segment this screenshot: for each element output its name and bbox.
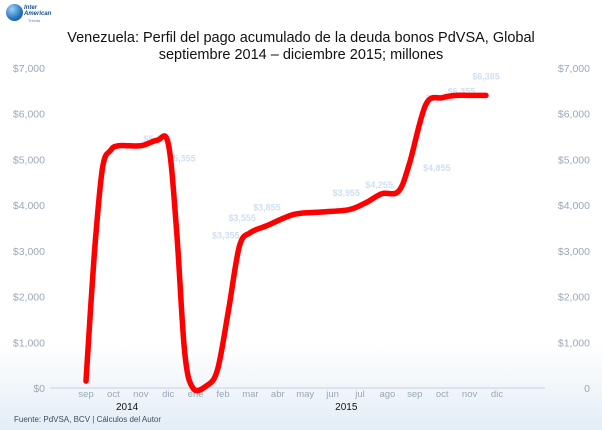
chart-title-line2: septiembre 2014 – diciembre 2015; millon… xyxy=(158,47,444,63)
y-tick-label-right: $4,000 xyxy=(558,200,590,212)
x-tick-label: dic xyxy=(491,389,503,400)
y-tick-label-left: $6,000 xyxy=(13,109,45,121)
data-label: $6,385 xyxy=(472,71,500,81)
data-label: $3,555 xyxy=(228,213,256,223)
x-tick-label: ago xyxy=(379,389,395,400)
chart-title-line1: Venezuela: Perfil del pago acumulado de … xyxy=(67,30,535,46)
y-tick-label-left: $4,000 xyxy=(13,200,45,212)
x-tick-label: nov xyxy=(133,389,149,400)
year-label: 2014 xyxy=(116,402,139,413)
globe-icon xyxy=(6,4,23,21)
y-tick-label-left: $1,000 xyxy=(13,337,45,349)
source-footer: Fuente: PdVSA, BCV | Cálculos del Autor xyxy=(14,415,162,424)
x-tick-label: dic xyxy=(162,389,174,400)
series-line xyxy=(83,92,489,394)
x-tick-label: oct xyxy=(436,389,449,400)
x-tick-label: jul xyxy=(354,389,365,400)
y-tick-label-right: $6,000 xyxy=(558,109,590,121)
y-tick-label-left: $3,000 xyxy=(13,246,45,258)
x-tick-label: nov xyxy=(462,389,478,400)
data-label: $3,355 xyxy=(212,231,240,241)
x-tick-label: jun xyxy=(325,389,339,400)
y-tick-label-right: $1,000 xyxy=(558,337,590,349)
data-label: $3,855 xyxy=(253,203,281,213)
data-label: $3,955 xyxy=(333,188,361,198)
chart-title: Venezuela: Perfil del pago acumulado de … xyxy=(10,30,592,64)
y-tick-label-left: $5,000 xyxy=(13,154,45,166)
logo-text: Inter American xyxy=(24,5,52,17)
y-tick-label-right: $2,000 xyxy=(558,292,590,304)
y-tick-label-left: $0 xyxy=(33,383,45,395)
data-label: $4,255 xyxy=(365,180,393,190)
x-tick-label: feb xyxy=(216,389,229,400)
data-label: $4,855 xyxy=(423,163,451,173)
x-tick-label: sep xyxy=(407,389,422,400)
data-label: $5,355 xyxy=(168,154,196,164)
y-tick-label-left: $7,000 xyxy=(13,63,45,75)
logo-subtext: Trends xyxy=(28,18,41,23)
x-tick-label: abr xyxy=(271,389,285,400)
data-label: $6,355 xyxy=(448,87,476,97)
brand-logo: Inter American Trends xyxy=(6,3,86,29)
x-tick-label: oct xyxy=(107,389,120,400)
x-tick-label: may xyxy=(296,389,314,400)
y-tick-label-right: $7,000 xyxy=(558,63,590,75)
year-label: 2015 xyxy=(335,402,358,413)
x-tick-label: ene xyxy=(188,389,204,400)
y-tick-label-left: $2,000 xyxy=(13,292,45,304)
x-tick-label: mar xyxy=(242,389,258,400)
x-tick-label: sep xyxy=(78,389,93,400)
y-tick-label-right: $5,000 xyxy=(558,154,590,166)
y-tick-label-right: 0 xyxy=(584,383,590,395)
y-tick-label-right: $3,000 xyxy=(558,246,590,258)
